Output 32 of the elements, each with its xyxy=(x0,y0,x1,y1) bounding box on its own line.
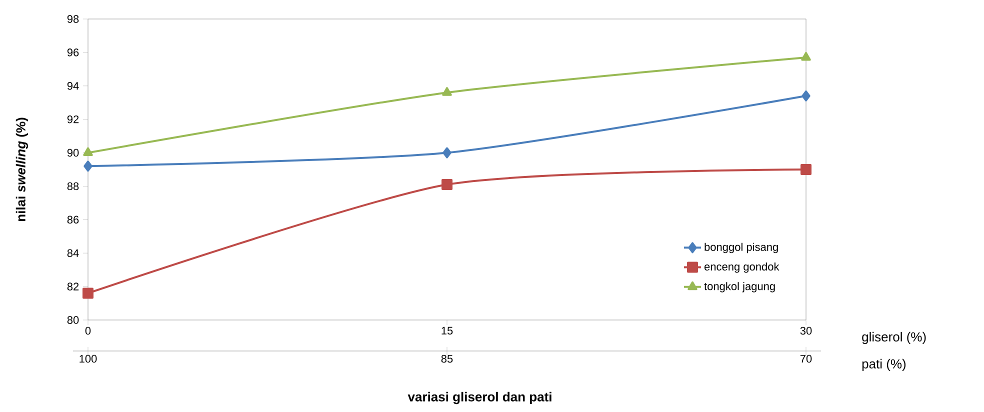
point xyxy=(800,164,812,175)
y-tick-label: 98 xyxy=(67,15,79,23)
x2-tick-label: 100 xyxy=(80,354,97,363)
x-axis-title: gliserol (%) xyxy=(862,332,926,344)
y-tick-label: 94 xyxy=(67,82,79,90)
y-tick-label: 80 xyxy=(67,316,79,324)
point xyxy=(442,179,453,190)
point xyxy=(801,52,811,61)
x2-tick-label: 85 xyxy=(441,354,453,363)
point xyxy=(802,90,810,102)
y-axis-title: nilai swelling (%) xyxy=(16,118,28,222)
x2-tick-label: 70 xyxy=(800,354,812,363)
text: variasi gliserol dan pati xyxy=(408,392,552,404)
y-tick-label: 86 xyxy=(67,216,79,224)
x-tick-label: 0 xyxy=(85,326,91,335)
x2-axis-title: pati (%) xyxy=(862,358,906,372)
point xyxy=(442,147,452,158)
y-tick-label: 82 xyxy=(67,282,79,290)
point xyxy=(83,147,93,156)
legend-label: enceng gondok xyxy=(704,262,780,273)
legend-label: tongkol jagung xyxy=(704,282,775,292)
legend-label: bonggol pisang xyxy=(704,242,778,254)
y-tick-label: 92 xyxy=(67,115,79,124)
y-tick-label: 90 xyxy=(67,148,79,157)
y-tick-label: 88 xyxy=(67,182,79,190)
x-tick-label: 30 xyxy=(800,326,812,335)
point xyxy=(442,87,452,96)
point xyxy=(82,288,94,299)
y-tick-label: 96 xyxy=(67,48,79,56)
x-tick-label: 15 xyxy=(442,326,453,335)
y-tick-label: 84 xyxy=(67,249,79,258)
point xyxy=(84,160,92,172)
